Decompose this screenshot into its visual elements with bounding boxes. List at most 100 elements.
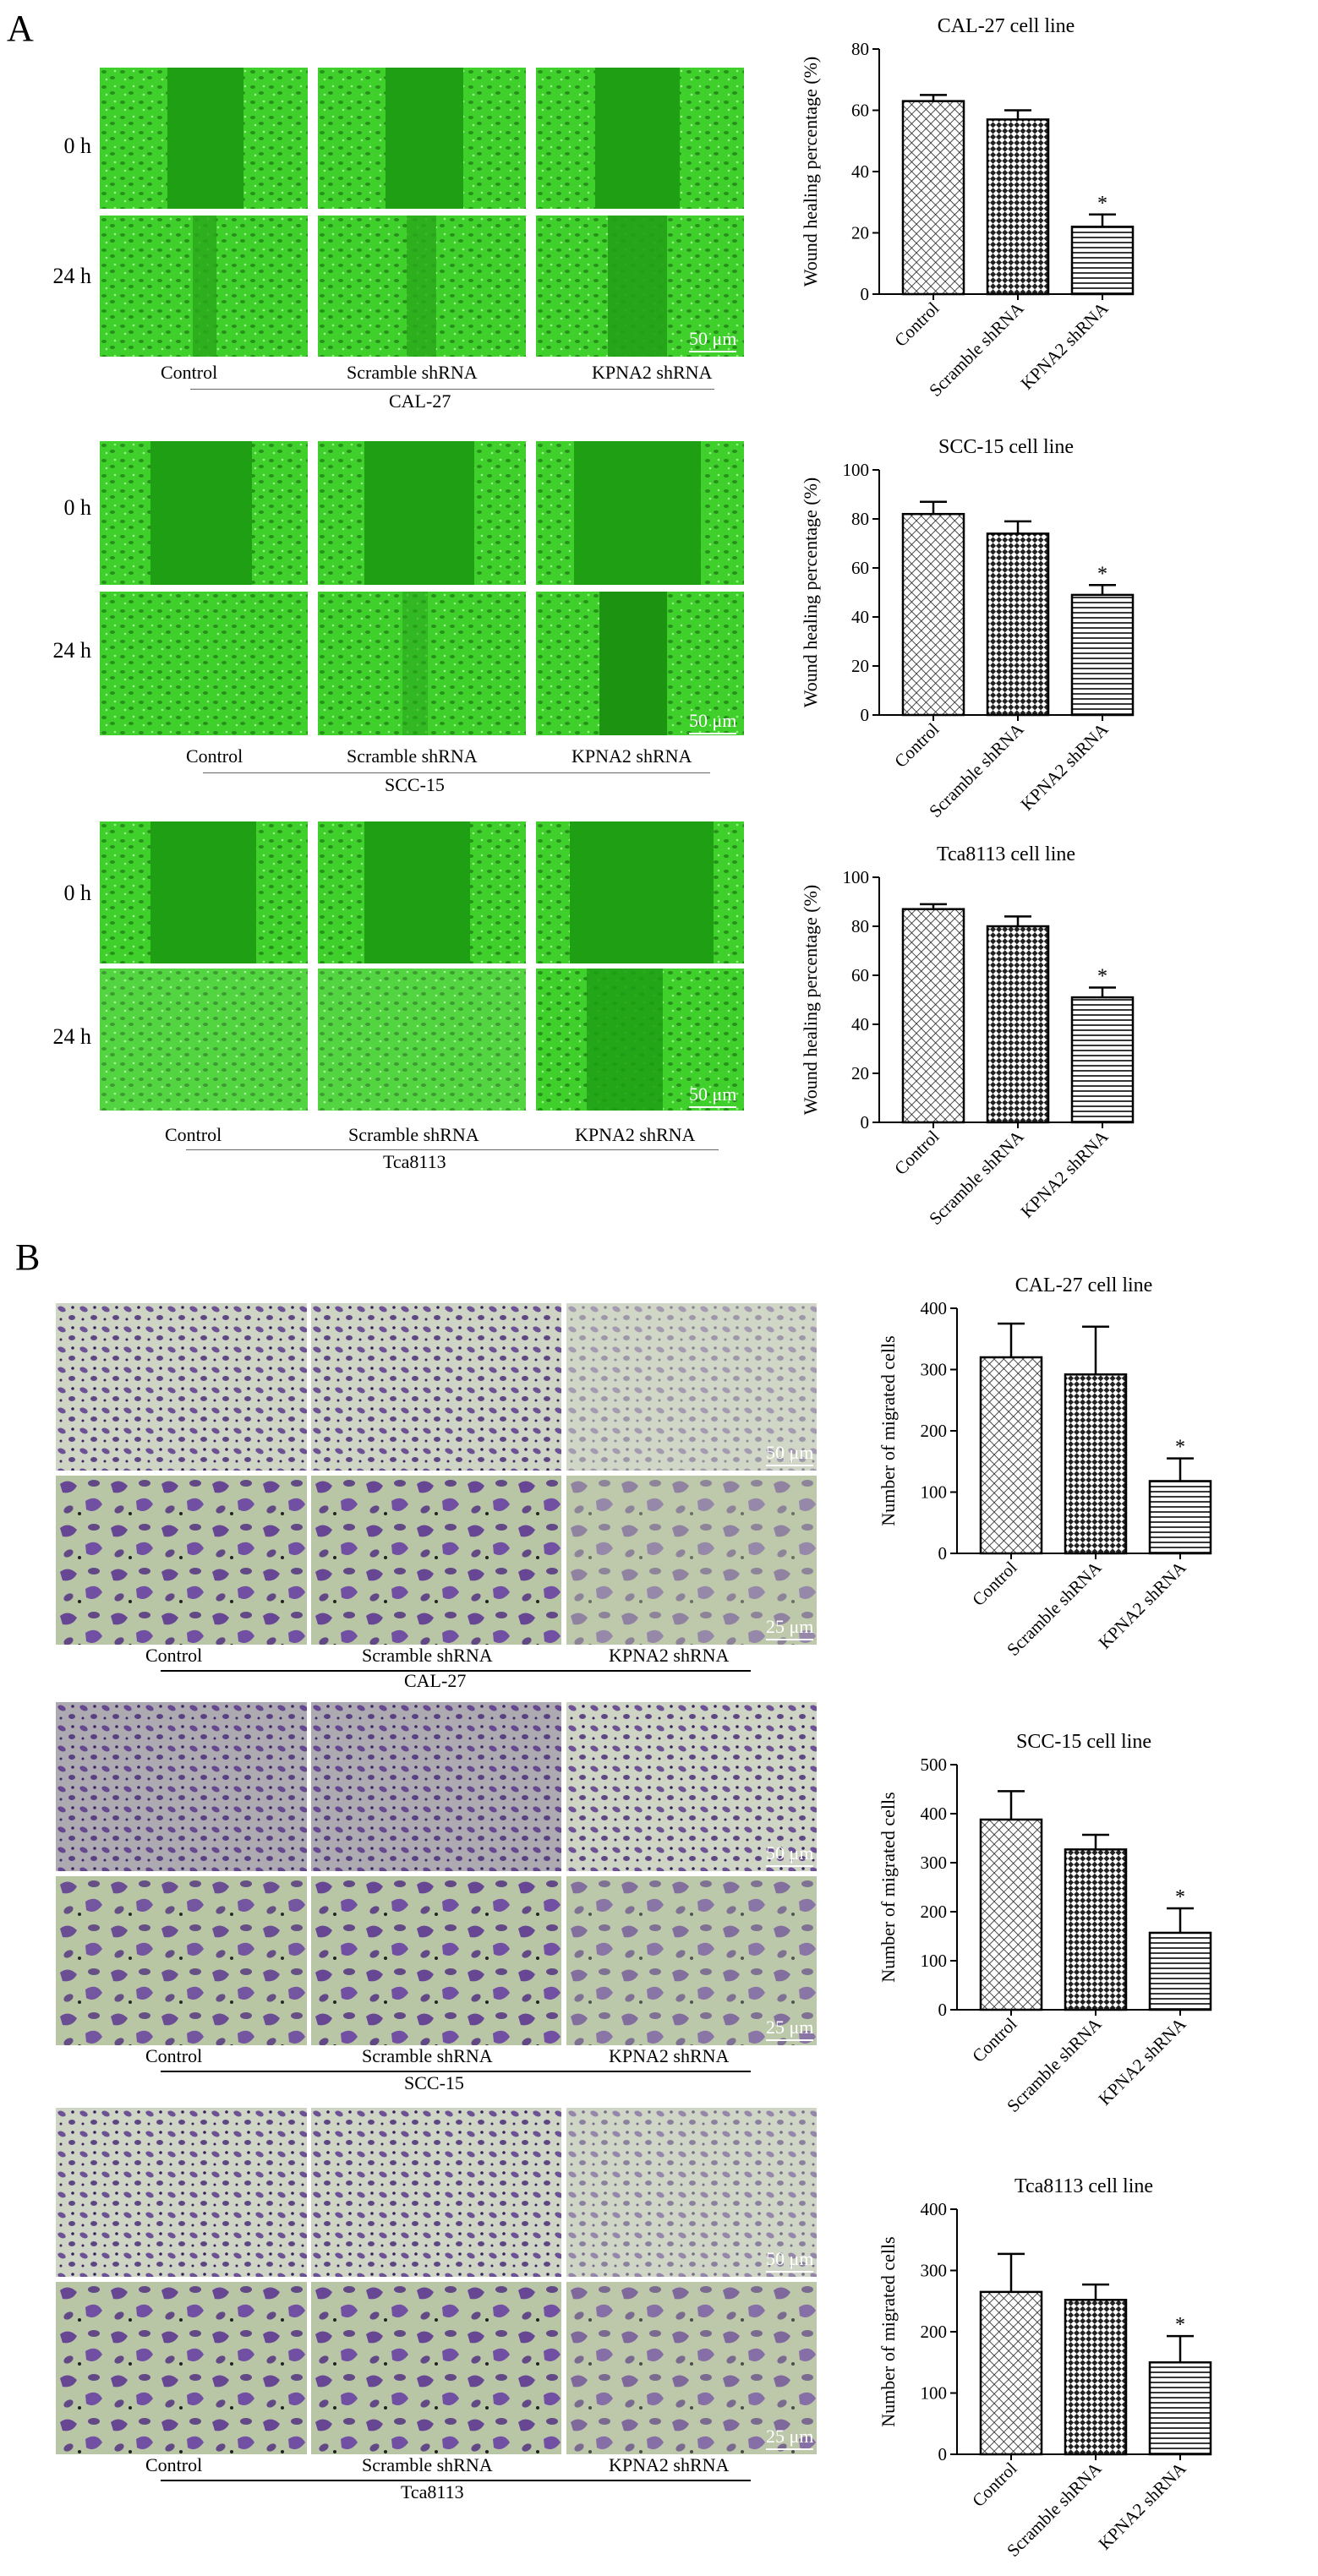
cell-line-rule [161,2480,751,2481]
y-axis-label: Wound healing percentage (%) [800,478,821,708]
x-tick-label: Control [890,1126,943,1178]
y-tick-label: 100 [921,1951,948,1971]
cell-line-name: SCC-15 [385,774,445,795]
wound-image-kpna2-0h [536,441,744,585]
column-label-kpna2: KPNA2 shRNA [609,2454,730,2475]
y-tick-label: 200 [921,1902,948,1922]
scale-bar: 50 μm [689,328,737,352]
wound-image-kpna2-24h [536,592,744,735]
scale-bar-label: 50 μm [766,1442,814,1463]
y-axis-label: Number of migrated cells [878,2236,899,2426]
y-tick-label: 300 [921,2261,948,2281]
y-tick-label: 60 [851,965,869,985]
y-tick-label: 80 [851,916,869,936]
bar-chart: SCC-15 cell line Number of migrated cells… [856,1724,1318,2121]
column-label-kpna2: KPNA2 shRNA [609,1645,730,1666]
y-tick-label: 0 [861,705,870,725]
cell-line-name: CAL-27 [389,390,451,412]
x-tick-label: KPNA2 shRNA [1094,2013,1190,2109]
cell-line-name: CAL-27 [404,1670,467,1691]
wound-image-kpna2-0h [536,68,744,209]
chart-svg: Tca8113 cell line Number of migrated cell… [878,2175,1212,2561]
time-label-24h: 24 h [52,264,92,288]
x-tick-label: Control [890,718,943,771]
y-tick-label: 500 [921,1755,948,1775]
y-tick-label: 100 [921,2383,948,2404]
cell-line-rule [186,1149,719,1150]
chart-title: Tca8113 cell line [1014,2175,1153,2197]
y-axis-label: Wound healing percentage (%) [800,885,821,1116]
y-tick-label: 400 [921,2199,948,2219]
transwell-image-control-high [56,1476,307,1645]
wound-image-control-0h [100,441,308,585]
scale-bar-label: 25 μm [766,2426,814,2447]
y-axis-label: Number of migrated cells [878,1792,899,1982]
cell-line-name: Tca8113 [383,1151,446,1172]
wound-image-control-0h [100,821,308,963]
column-label-control: Control [145,1645,203,1666]
transwell-image-scramble-high [311,1876,561,2045]
significance-marker: * [1175,1886,1185,1908]
scale-bar-label: 25 μm [766,2017,814,2038]
y-tick-label: 100 [843,867,870,887]
chart-svg: SCC-15 cell line Wound healing percentage… [800,436,1135,821]
wound-image-scramble-24h [318,216,526,357]
column-label-scramble: Scramble shRNA [362,2454,493,2475]
bar [901,512,965,717]
y-tick-label: 60 [851,558,869,578]
cell-line-rule [203,772,710,773]
y-tick-label: 100 [921,1482,948,1503]
column-label-kpna2: KPNA2 shRNA [575,1124,696,1145]
wound-image-kpna2-0h [536,821,744,963]
bar [1064,2299,1128,2456]
x-tick-label: Control [968,2013,1020,2066]
cell-line-name: SCC-15 [404,2072,464,2093]
bar [986,925,1050,1124]
chart-title: CAL-27 cell line [1015,1274,1153,1296]
cell-line-rule [190,389,714,390]
y-tick-label: 60 [851,101,869,121]
y-axis-label: Number of migrated cells [878,1335,899,1525]
bar-chart: CAL-27 cell line Number of migrated cells… [856,1268,1318,1665]
chart-svg: CAL-27 cell line Number of migrated cells… [878,1274,1212,1660]
column-label-control: Control [145,2454,203,2475]
chart-title: SCC-15 cell line [1016,1731,1151,1753]
wound-image-kpna2-24h [536,969,744,1111]
wound-image-control-0h [100,68,308,209]
scale-bar-label: 50 μm [689,328,737,349]
column-label-scramble: Scramble shRNA [348,1124,479,1145]
y-tick-label: 0 [861,1112,870,1132]
bar [1148,1931,1212,2011]
scale-bar-label: 25 μm [766,1616,814,1637]
column-label-kpna2: KPNA2 shRNA [592,362,713,383]
x-tick-label: Control [968,2458,1020,2510]
y-tick-label: 20 [851,223,869,243]
column-label-scramble: Scramble shRNA [347,362,478,383]
wound-image-scramble-0h [318,821,526,963]
chart-svg: CAL-27 cell line Wound healing percentage… [800,15,1135,401]
scale-bar-line [766,2448,814,2450]
significance-marker: * [1097,193,1107,215]
transwell-image-scramble-high [311,1476,561,1645]
scale-bar: 50 μm [766,1442,814,1466]
chart-title: Tca8113 cell line [937,843,1075,865]
panel-b-letter: B [15,1236,41,1278]
scale-bar: 25 μm [766,1616,814,1640]
scale-bar-line [766,2271,814,2273]
y-tick-label: 0 [938,1543,948,1564]
transwell-image-control-low [56,2108,307,2277]
column-label-control: Control [165,1124,222,1145]
y-tick-label: 40 [851,607,869,627]
wound-image-scramble-0h [318,68,526,209]
column-label-kpna2: KPNA2 shRNA [571,745,692,767]
scale-bar-line [689,733,737,734]
x-tick-label: Control [968,1557,1020,1609]
wound-image-scramble-24h [318,592,526,735]
panel-a-letter: A [7,8,34,49]
bar [1070,593,1135,717]
scale-bar-line [689,351,737,352]
chart-svg: SCC-15 cell line Number of migrated cells… [878,1731,1212,2116]
bar [1064,1848,1128,2011]
x-tick-label: KPNA2 shRNA [1016,718,1113,815]
bar [986,532,1050,717]
